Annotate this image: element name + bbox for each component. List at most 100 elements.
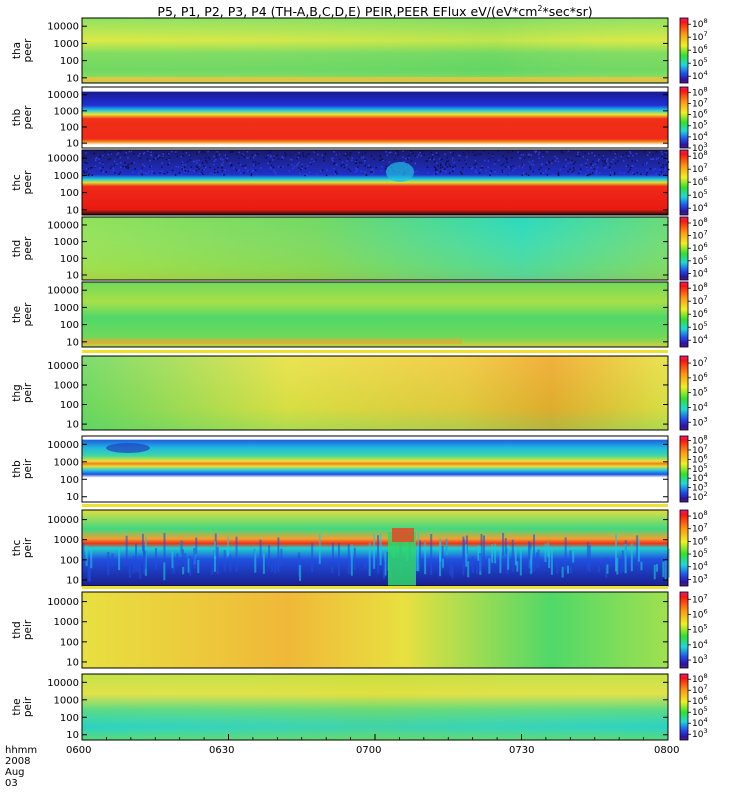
colorbar-thd-peir: 103 104 105 106 107 (679, 591, 708, 669)
colorbar-tick-label: 106 (692, 307, 708, 320)
panel-frame (81, 281, 669, 348)
y-tick-label: 1000 (54, 380, 79, 391)
y-tick-label: 1000 (54, 535, 79, 546)
chart-title-superscript: 2 (537, 4, 543, 13)
y-tick-label: 10 (66, 657, 79, 668)
colorbar-gradient (679, 86, 689, 149)
colorbar-tick-label: 106 (692, 43, 708, 56)
instrument-label: peir (22, 382, 34, 403)
y-tick-label: 100 (60, 320, 79, 331)
colorbar-gradient (679, 435, 689, 503)
colorbar-tick-label: 104 (692, 638, 708, 651)
colorbar-tick-label: 104 (692, 130, 708, 143)
instrument-label: peir (22, 619, 34, 640)
spectrogram-the-peer (82, 282, 668, 347)
colorbar-tick-label: 105 (692, 56, 708, 69)
instrument-label: peer (22, 302, 34, 327)
colorbar-gradient (679, 509, 689, 587)
colorbar-tick-label: 103 (692, 572, 708, 585)
panel-frame (81, 149, 669, 216)
colorbar-tick-label: 103 (692, 481, 708, 494)
y-tick-label: 1000 (54, 457, 79, 468)
y-tick-label: 10000 (47, 440, 79, 451)
y-tick-label: 100 (60, 475, 79, 486)
y-tick-label: 100 (60, 122, 79, 133)
panel-thb-peir: 10 100 1000 10000 thb peir 1021031041051061071… (11, 433, 708, 503)
time-axis-prefix: hhmm (5, 745, 38, 756)
y-tick-label: 100 (60, 254, 79, 265)
time-axis (81, 734, 669, 740)
probe-label: the (11, 698, 23, 715)
y-tick-label: 100 (60, 637, 79, 648)
colorbar-tick-label: 105 (692, 547, 708, 560)
probe-label: the (11, 306, 23, 323)
colorbar-tick-label: 107 (692, 162, 708, 175)
panel-label: thg peir (11, 382, 34, 403)
colorbar-gradient (679, 17, 689, 84)
y-tick-label: 1000 (54, 303, 79, 314)
colorbar-tick-label: 103 (692, 415, 708, 428)
y-tick-label: 10000 (47, 361, 79, 372)
colorbar-tick-label: 106 (692, 607, 708, 620)
panel-label: thd peer (11, 236, 34, 261)
colorbar-tick-label: 106 (692, 241, 708, 254)
panel-frame (81, 216, 669, 281)
colorbar-tick-label: 103 (692, 727, 708, 740)
panel-thd-peir: 10 100 1000 10000 thd peir 103 104 105 106 107 (11, 586, 708, 669)
colorbar-tick-label: 106 (692, 534, 708, 547)
instrument-label: peer (22, 38, 34, 63)
y-tick-label: 10 (66, 730, 79, 741)
colorbar-tick-label: 105 (692, 119, 708, 132)
y-tick-label: 10000 (47, 90, 79, 101)
probe-label: thb (11, 460, 23, 478)
panel-label: thc peer (11, 170, 34, 195)
y-tick-label: 1000 (54, 171, 79, 182)
spectrogram-thc-peir (82, 504, 670, 586)
spectrogram-thg-peir (82, 350, 668, 430)
y-tick-label: 10000 (47, 597, 79, 608)
colorbar-gradient (679, 355, 689, 431)
colorbar-tick-label: 108 (692, 433, 708, 446)
colorbar-tick-label: 105 (692, 705, 708, 718)
colorbar-tick-label: 107 (692, 443, 708, 456)
colorbar-gradient (679, 281, 689, 348)
y-tick-label: 10 (66, 205, 79, 216)
colorbar-tick-label: 107 (692, 30, 708, 43)
colorbar-tick-label: 108 (692, 281, 708, 294)
colorbar-tick-label: 106 (692, 371, 708, 384)
y-tick-label: 10 (66, 492, 79, 503)
y-tick-label: 10 (66, 420, 79, 431)
colorbar-tick-label: 107 (692, 522, 708, 535)
spectrogram-thd-peir (82, 586, 668, 668)
instrument-label: peer (22, 105, 34, 130)
colorbar-gradient (679, 673, 689, 741)
y-tick-label: 10 (66, 73, 79, 84)
y-tick-label: 10000 (47, 22, 79, 33)
spectrogram-thd-peer (82, 217, 668, 280)
colorbar-tick-label: 105 (692, 188, 708, 201)
colorbar-tick-label: 108 (692, 672, 708, 685)
panel-label: tha peer (11, 38, 34, 63)
colorbar-tick-label: 104 (692, 333, 708, 346)
colorbar-tick-label: 104 (692, 69, 708, 82)
time-tick-0800: 0800 (654, 745, 680, 756)
y-tick-label: 1000 (54, 237, 79, 248)
colorbar-tick-label: 104 (692, 471, 708, 484)
colorbar-tick-label: 108 (692, 17, 708, 30)
colorbar-tick-label: 107 (692, 592, 708, 605)
y-tick-label: 10 (66, 337, 79, 348)
colorbar-tick-label: 105 (692, 462, 708, 475)
y-tick-label: 100 (60, 713, 79, 724)
colorbar-tick-label: 105 (692, 623, 708, 636)
colorbar-tick-label: 103 (692, 141, 708, 154)
instrument-label: peer (22, 170, 34, 195)
colorbar-tick-label: 107 (692, 229, 708, 242)
